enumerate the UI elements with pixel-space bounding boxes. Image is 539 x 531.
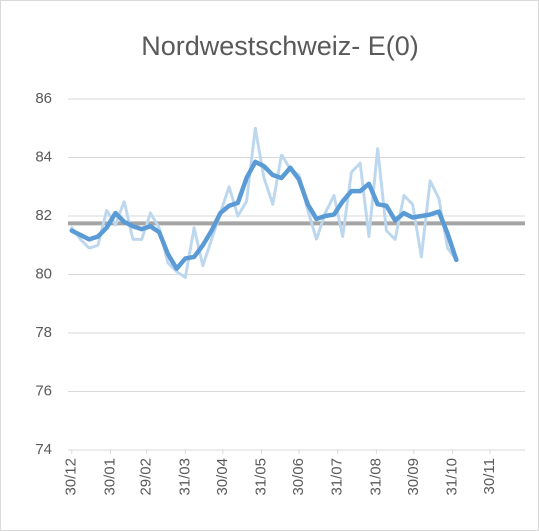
chart-title: Nordwestschweiz- E(0) xyxy=(141,31,419,61)
y-tick-label: 74 xyxy=(35,441,52,458)
y-tick-label: 80 xyxy=(35,265,52,282)
x-tick-label: 30/04 xyxy=(214,458,231,496)
x-tick-label: 30/01 xyxy=(101,458,118,496)
y-tick-label: 86 xyxy=(35,90,52,107)
series-line xyxy=(70,126,458,279)
x-tick-label: 29/02 xyxy=(138,458,155,496)
x-tick-label: 31/05 xyxy=(253,458,270,496)
x-tick-label: 30/09 xyxy=(405,458,422,496)
x-tick-label: 31/10 xyxy=(444,458,461,496)
y-tick-label: 78 xyxy=(35,324,52,341)
y-tick-label: 76 xyxy=(35,382,52,399)
x-tick-label: 30/06 xyxy=(290,458,307,496)
series-line xyxy=(69,159,459,271)
x-tick-label: 31/03 xyxy=(176,458,193,496)
x-tick-label: 31/07 xyxy=(329,458,346,496)
y-tick-label: 84 xyxy=(35,148,52,165)
x-tick-label: 30/12 xyxy=(63,458,80,496)
x-tick-label: 30/11 xyxy=(481,458,498,494)
y-tick-label: 82 xyxy=(35,207,52,224)
x-tick-label: 31/08 xyxy=(367,458,384,496)
